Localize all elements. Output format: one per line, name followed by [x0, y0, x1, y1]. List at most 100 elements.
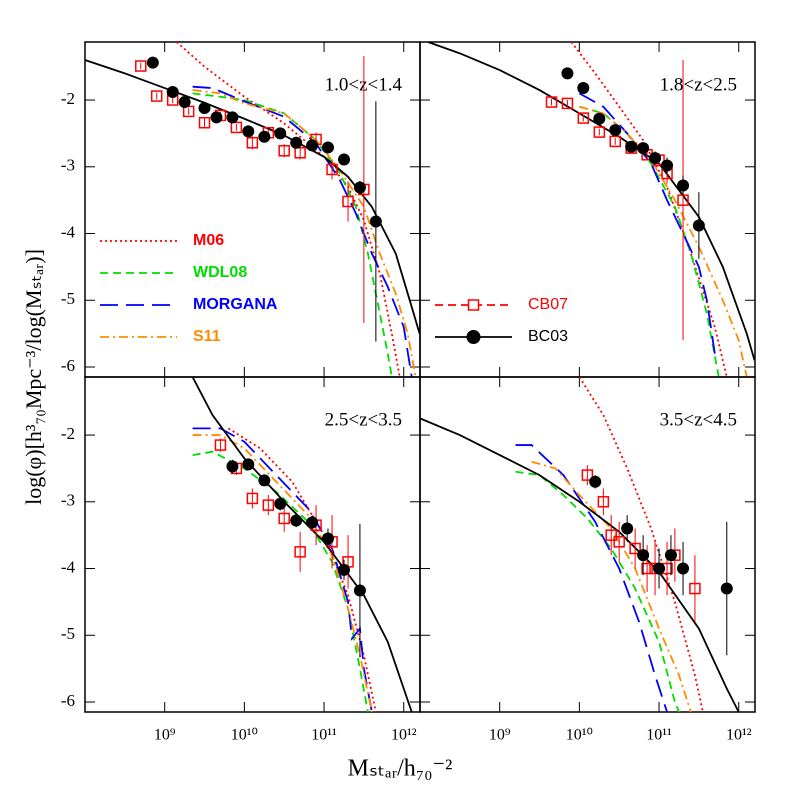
- data-point: [692, 219, 705, 232]
- model-line: [192, 92, 393, 377]
- panel-frame: [419, 376, 756, 713]
- legend-label: WDL08: [193, 264, 247, 281]
- x-tick-label: 10⁹: [154, 727, 176, 744]
- data-point: [274, 127, 287, 140]
- model-line: [578, 377, 704, 712]
- data-point: [135, 60, 147, 72]
- data-point: [198, 102, 211, 115]
- model-line: [578, 92, 716, 354]
- data-point: [593, 126, 606, 138]
- data-point: [258, 130, 271, 143]
- data-point: [613, 536, 625, 548]
- data-point: [621, 522, 634, 535]
- data-point: [246, 492, 259, 505]
- data-point: [609, 135, 621, 148]
- data-point: [226, 460, 239, 473]
- model-line: [192, 450, 369, 712]
- data-point: [581, 469, 594, 481]
- data-point: [306, 516, 319, 529]
- legend-marker: [467, 299, 480, 311]
- data-point: [561, 67, 574, 80]
- legend-label: MORGANA: [193, 296, 278, 313]
- model-line: [515, 470, 680, 712]
- y-tick-label: -3: [61, 156, 75, 175]
- x-tick-label: 10¹¹: [646, 727, 672, 744]
- data-point: [605, 529, 617, 541]
- data-point: [326, 163, 338, 176]
- data-point: [677, 562, 690, 575]
- data-point: [338, 563, 351, 576]
- model-line: [175, 42, 401, 377]
- model-line: [570, 42, 728, 377]
- data-point: [577, 112, 590, 124]
- y-tick-label: -3: [61, 491, 75, 510]
- data-point: [262, 499, 275, 511]
- x-tick-label: 10⁹: [489, 727, 511, 744]
- panel-title: 3.5<z<4.5: [660, 409, 737, 430]
- y-tick-label: -2: [61, 89, 75, 108]
- x-axis-label: Mₛₜₐᵣ/h₇₀⁻²: [348, 756, 453, 782]
- x-tick-label: 10¹⁰: [231, 727, 258, 744]
- data-point: [589, 475, 602, 488]
- data-point: [210, 111, 223, 124]
- data-point: [290, 136, 303, 149]
- legend-label: CB07: [528, 296, 568, 313]
- data-point: [278, 512, 290, 525]
- x-tick-label: 10¹²: [726, 727, 752, 744]
- y-tick-label: -5: [61, 624, 75, 643]
- model-line: [227, 427, 377, 712]
- data-point: [290, 514, 303, 527]
- data-point: [178, 96, 191, 109]
- plot-area: [85, 42, 420, 377]
- model-line: [192, 434, 373, 712]
- y-tick-label: -6: [61, 691, 75, 710]
- data-point: [637, 142, 650, 155]
- data-point: [609, 124, 622, 137]
- model-line: [192, 85, 413, 377]
- data-point: [353, 181, 366, 194]
- y-tick-label: -4: [61, 222, 76, 241]
- data-point: [214, 439, 227, 451]
- data-point: [653, 562, 666, 575]
- data-point: [198, 116, 211, 129]
- plot-area: [427, 42, 755, 377]
- data-point: [720, 582, 733, 595]
- data-point: [677, 179, 690, 192]
- data-point: [649, 152, 662, 165]
- data-point: [629, 542, 641, 555]
- data-point: [321, 141, 334, 154]
- data-point: [258, 474, 271, 487]
- panel-title: 1.8<z<2.5: [660, 74, 737, 95]
- data-point: [661, 159, 674, 172]
- x-tick-label: 10¹¹: [311, 727, 337, 744]
- plot-area: [420, 377, 740, 712]
- data-point: [246, 137, 259, 149]
- model-line: [531, 460, 692, 712]
- data-point: [593, 112, 606, 125]
- data-point: [577, 82, 590, 95]
- y-tick-label: -4: [61, 557, 76, 576]
- data-point: [664, 549, 677, 562]
- data-point: [146, 56, 159, 69]
- data-point: [342, 195, 354, 208]
- data-point: [561, 97, 574, 110]
- data-point: [166, 86, 179, 99]
- data-point: [278, 145, 290, 157]
- legend-label: M06: [193, 232, 224, 249]
- x-tick-label: 10¹²: [391, 727, 417, 744]
- panel-title: 2.5<z<3.5: [325, 409, 402, 430]
- data-point: [545, 96, 558, 108]
- data-point: [242, 458, 255, 471]
- data-point: [625, 140, 638, 153]
- model-line: [85, 59, 420, 334]
- plot-area: [191, 377, 413, 712]
- data-point: [641, 562, 653, 575]
- data-point: [242, 125, 255, 138]
- model-line: [579, 105, 720, 377]
- data-point: [294, 546, 306, 558]
- data-point: [637, 549, 650, 562]
- y-tick-label: -2: [61, 424, 75, 443]
- y-axis-label: log(φ)[h³₇₀Mpc⁻³/log(Mₛₜₐᵣ)]: [21, 249, 46, 505]
